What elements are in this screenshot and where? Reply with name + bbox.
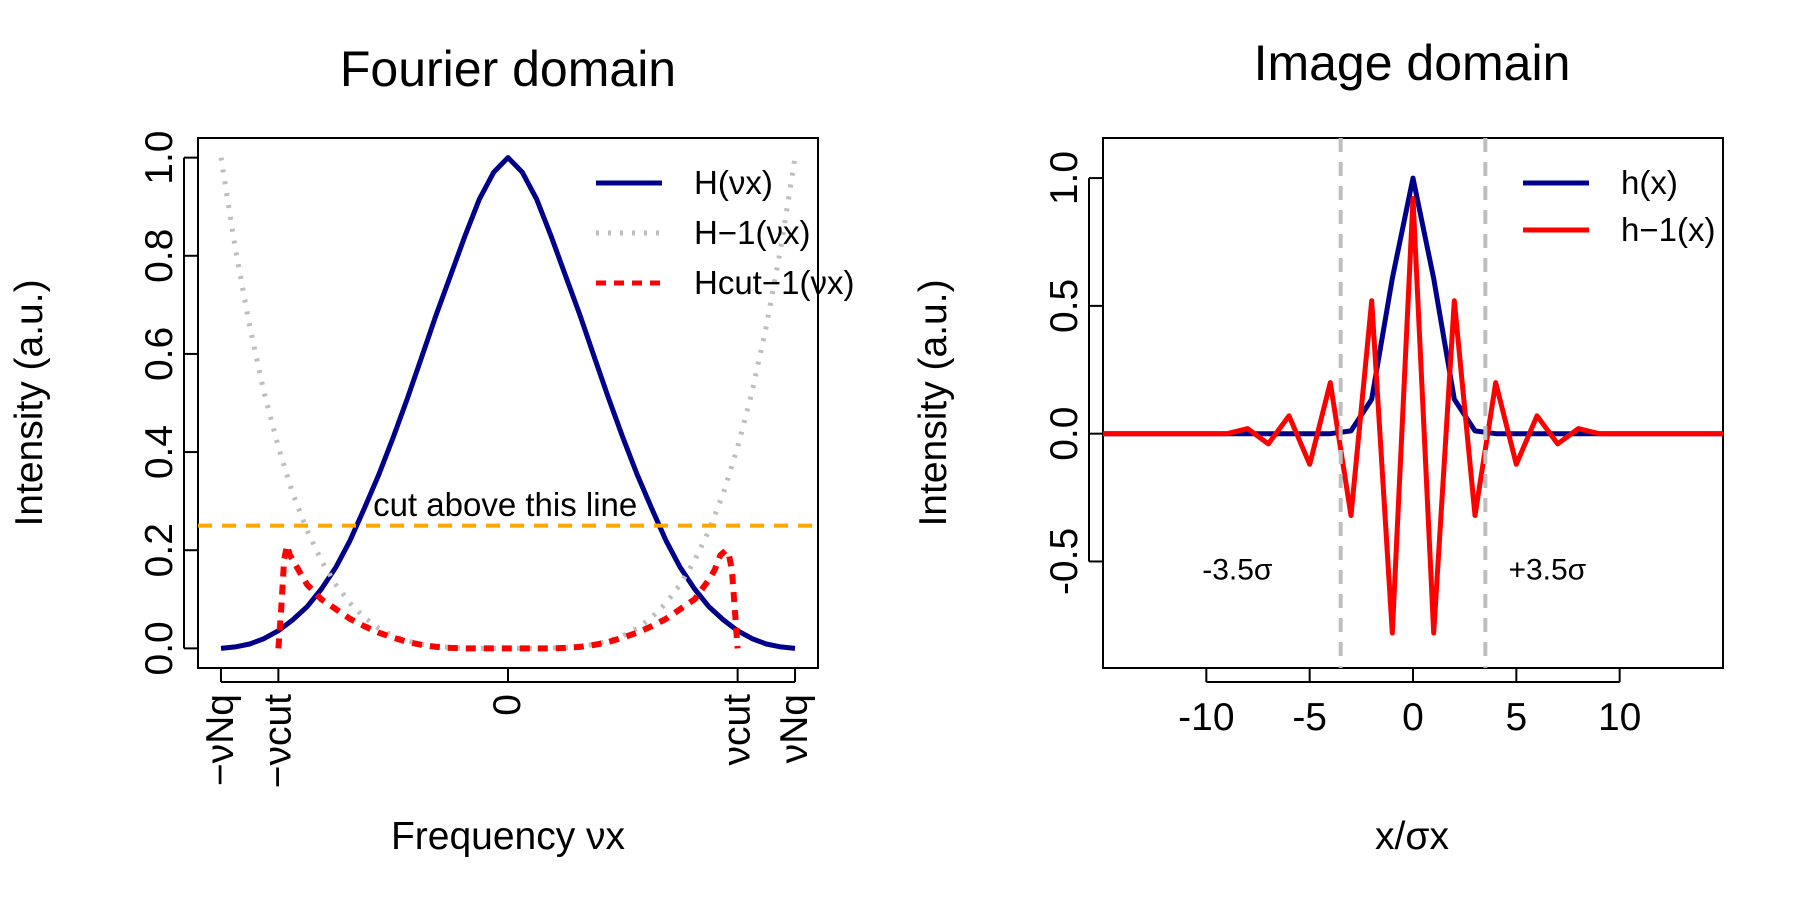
image-xlabel: x/σx [1375,815,1449,858]
image-ytick-label: 1.0 [1043,151,1086,205]
fourier-domain-panel: Fourier domain Intensity (a.u.) Frequenc… [8,41,854,858]
image-series-group [1103,175,1723,636]
fourier-ytick-label: 0.8 [138,229,181,283]
fourier-title: Fourier domain [340,41,676,97]
fourier-xtick-label: −νcut [256,694,299,788]
image-domain-panel: Image domain Intensity (a.u.) x/σx -0.5 0… [912,35,1724,858]
fourier-series-2-line [275,542,741,652]
image-ytick-label: 0.0 [1043,407,1086,461]
fourier-series-group [218,155,798,652]
fourier-ytick-label: 0.2 [138,523,181,577]
image-annotation-text: -3.5σ [1202,553,1273,586]
image-axis-ticks: -0.5 0.0 0.5 1.0 -10 -5 0 5 10 [1043,151,1641,739]
image-xtick-label: 10 [1598,696,1641,739]
image-series-1-line [1103,196,1723,636]
fourier-annotations: cut above this line [198,486,818,528]
image-annotation-text: +3.5σ [1508,553,1586,586]
fourier-ytick-label: 0.6 [138,327,181,381]
fourier-ytick-label: 0.4 [138,425,181,479]
image-xtick-label: -10 [1178,696,1234,739]
fourier-ylabel: Intensity (a.u.) [8,279,51,526]
image-legend-label-1: h−1(x) [1621,211,1715,248]
image-xtick-label: 5 [1505,696,1527,739]
image-xtick-label: -5 [1292,696,1327,739]
fourier-xtick-label: 0 [486,694,529,716]
image-ylabel: Intensity (a.u.) [912,279,955,526]
image-title: Image domain [1254,35,1571,91]
image-ytick-label: 0.5 [1043,279,1086,333]
fourier-xtick-label: νcut [716,694,759,766]
fourier-legend-label-0: H(νx) [694,164,773,201]
fourier-xlabel: Frequency νx [391,815,626,858]
image-legend-label-0: h(x) [1621,164,1678,201]
fourier-xtick-label: −νNq [199,694,242,786]
image-annotations: -3.5σ +3.5σ [1202,138,1587,668]
fourier-ytick-label: 1.0 [138,131,181,185]
fourier-series-0-line [220,155,796,651]
image-xtick-label: 0 [1402,696,1424,739]
fourier-annotation-text: cut above this line [373,486,637,523]
fourier-legend-label-1: H−1(νx) [694,214,810,251]
fourier-legend: H(νx) H−1(νx) Hcut−1(νx) [596,164,854,301]
image-ytick-label: -0.5 [1043,528,1086,595]
fourier-ytick-label: 0.0 [138,621,181,675]
fourier-legend-label-2: Hcut−1(νx) [694,264,854,301]
fourier-xtick-label: νNq [773,694,816,763]
image-legend: h(x) h−1(x) [1523,164,1715,248]
fourier-axis-ticks: 0.0 0.2 0.4 0.6 0.8 1.0 −νNq −νcut 0 νcut νNq [138,131,816,789]
